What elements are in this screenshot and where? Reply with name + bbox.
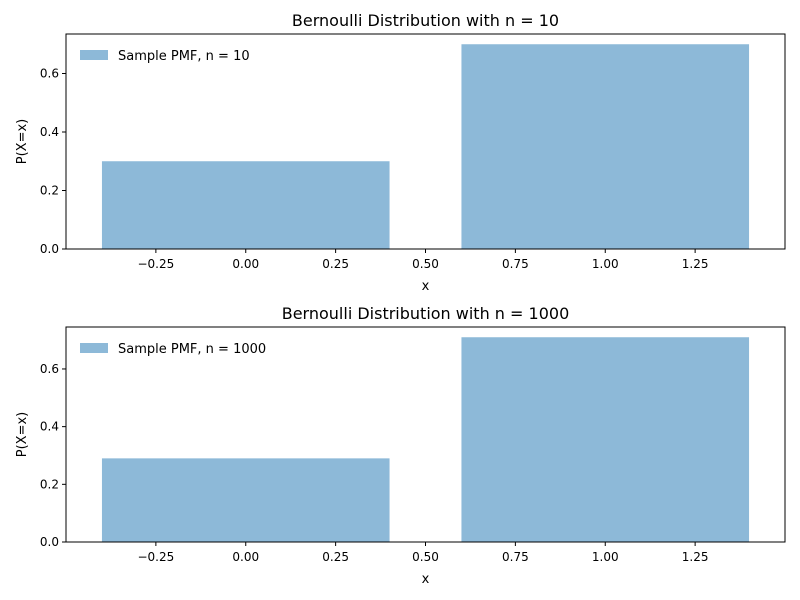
bars — [101, 44, 750, 249]
chart-title: Bernoulli Distribution with n = 1000 — [282, 304, 570, 323]
x-tick-label: 0.75 — [502, 257, 529, 271]
x-ticks: −0.25 0.00 0.25 0.50 0.75 1.00 1.25 — [137, 249, 708, 271]
legend: Sample PMF, n = 1000 — [80, 342, 266, 357]
x-tick-label: 1.25 — [682, 550, 709, 564]
x-tick-label: 0.00 — [232, 550, 259, 564]
subplot-bottom: Bernoulli Distribution with n = 1000 −0.… — [15, 304, 786, 587]
y-tick-label: 0.4 — [40, 125, 59, 139]
x-tick-label: 1.00 — [592, 550, 619, 564]
x-tick-label: 0.75 — [502, 550, 529, 564]
y-tick-label: 0.2 — [40, 183, 59, 197]
x-tick-label: 1.25 — [682, 257, 709, 271]
legend: Sample PMF, n = 10 — [80, 49, 250, 64]
x-axis-label: x — [422, 279, 430, 294]
plot-frame — [65, 326, 786, 543]
bars — [101, 337, 750, 542]
x-ticks: −0.25 0.00 0.25 0.50 0.75 1.00 1.25 — [137, 542, 708, 564]
legend-label: Sample PMF, n = 1000 — [118, 342, 266, 357]
y-ticks: 0.0 0.2 0.4 0.6 — [40, 66, 66, 256]
subplot-top: Bernoulli Distribution with n = 10 −0.25… — [15, 11, 786, 294]
legend-label: Sample PMF, n = 10 — [118, 49, 250, 64]
legend-swatch — [80, 50, 108, 60]
chart-title: Bernoulli Distribution with n = 10 — [292, 11, 559, 30]
x-tick-label: 0.00 — [232, 257, 259, 271]
x-tick-label: −0.25 — [137, 550, 174, 564]
x-tick-label: 1.00 — [592, 257, 619, 271]
y-tick-label: 0.0 — [40, 242, 59, 256]
bar — [101, 161, 390, 249]
x-tick-label: 0.25 — [322, 550, 349, 564]
y-tick-label: 0.4 — [40, 420, 59, 434]
y-tick-label: 0.2 — [40, 477, 59, 491]
y-axis-label: P(X=x) — [15, 119, 30, 164]
x-tick-label: −0.25 — [137, 257, 174, 271]
bar — [461, 44, 750, 249]
x-tick-label: 0.50 — [412, 550, 439, 564]
y-axis-label: P(X=x) — [15, 412, 30, 457]
x-axis-label: x — [422, 572, 430, 587]
y-tick-label: 0.0 — [40, 535, 59, 549]
y-ticks: 0.0 0.2 0.4 0.6 — [40, 362, 66, 549]
bar — [461, 337, 750, 542]
bar — [101, 458, 390, 542]
x-tick-label: 0.25 — [322, 257, 349, 271]
legend-swatch — [80, 343, 108, 353]
plot-frame — [65, 33, 786, 250]
y-tick-label: 0.6 — [40, 66, 59, 80]
x-tick-label: 0.50 — [412, 257, 439, 271]
y-tick-label: 0.6 — [40, 362, 59, 376]
